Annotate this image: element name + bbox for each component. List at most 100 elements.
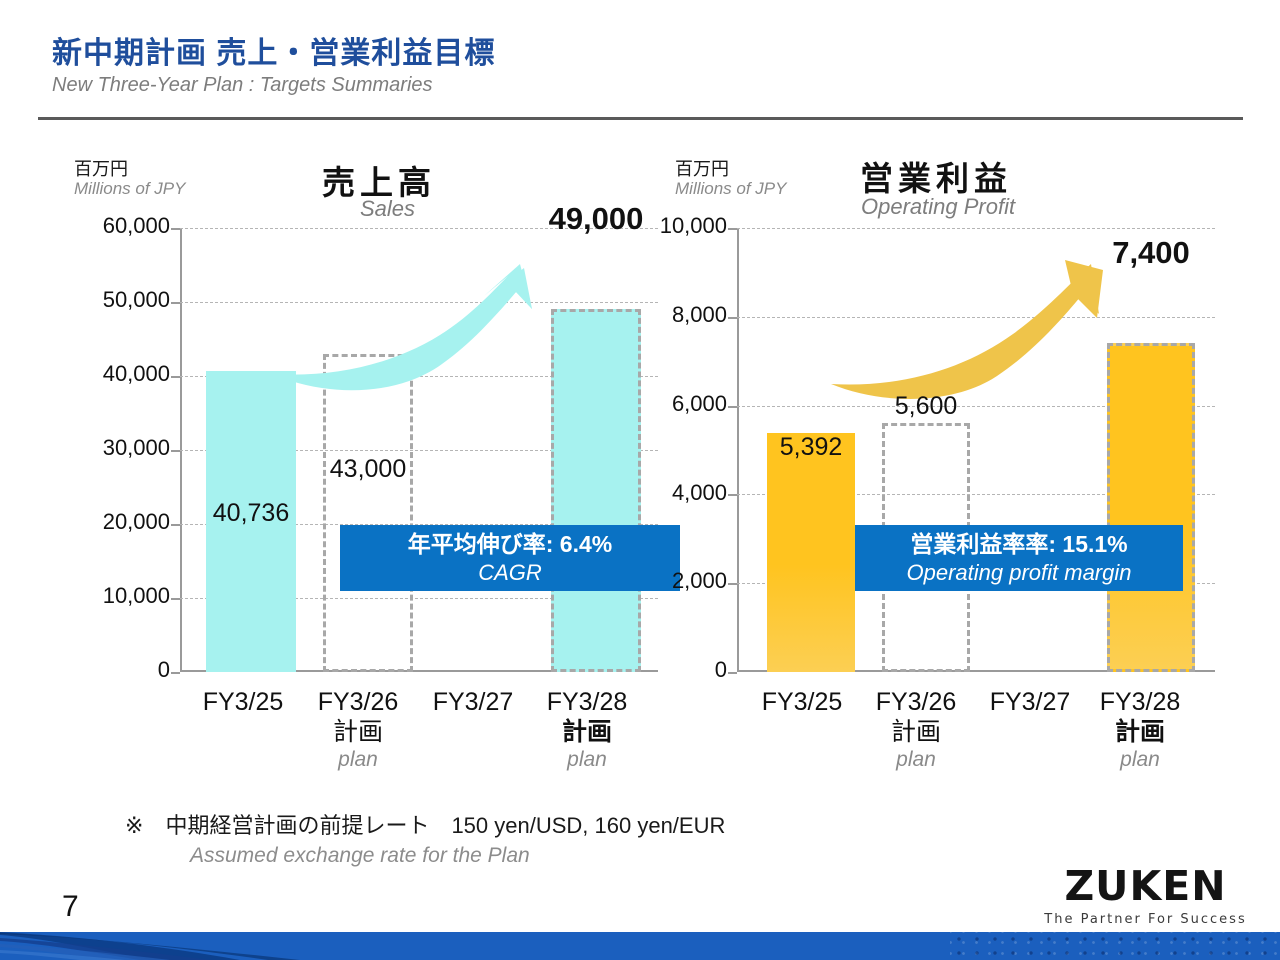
op-category-sub-ja: 計画 xyxy=(890,717,941,746)
sales-value-label-fy2028: 49,000 xyxy=(548,201,644,236)
op-tick xyxy=(728,405,737,408)
op-value-label-fy2025: 5,392 xyxy=(779,433,843,461)
op-tick xyxy=(728,228,737,230)
footnote-ja: 中期経営計画の前提レート 150 yen/USD, 160 yen/EUR xyxy=(165,813,726,838)
sales-ytick-label: 40,000 xyxy=(102,361,170,386)
op-category-fy-label: FY3/27 xyxy=(989,688,1071,716)
op-category-fy2028: FY3/28 計画 plan xyxy=(1075,688,1205,772)
sales-ytick-label: 20,000 xyxy=(102,509,170,534)
sales-category-fy2025: FY3/25 xyxy=(178,688,308,717)
op-value-label-fy2026: 5,600 xyxy=(894,392,958,420)
sales-category-fy-label: FY3/27 xyxy=(432,688,514,716)
sales-category-fy-label: FY3/25 xyxy=(202,688,284,716)
sales-x-axis xyxy=(180,670,658,672)
sales-bar-fy2025[interactable] xyxy=(206,371,296,672)
footer-dot-pattern xyxy=(950,932,1280,960)
sales-cagr-callout: 年平均伸び率: 6.4% CAGR xyxy=(340,525,680,591)
page-number: 7 xyxy=(62,890,79,923)
sales-cagr-text-ja: 年平均伸び率: 6.4% xyxy=(407,530,613,557)
op-tick xyxy=(728,672,737,674)
chart-panel-sales: 百万円 Millions of JPY 売上高 Sales 60,000 50,… xyxy=(60,150,680,790)
logo-tagline: The Partner For Success xyxy=(1044,912,1247,927)
sales-category-sub-en: plan xyxy=(567,747,607,771)
sales-tick xyxy=(171,598,180,600)
sales-gridline xyxy=(180,450,658,451)
op-unit-ja: 百万円 xyxy=(675,159,729,179)
zuken-logo: ZUKEN The Partner For Success xyxy=(1038,862,1253,928)
op-title-ja: 営業利益 xyxy=(860,160,1012,197)
sales-plot-area: 60,000 50,000 40,000 30,000 20,000 10,00… xyxy=(103,201,680,682)
footnote-en: Assumed exchange rate for the Plan xyxy=(190,844,530,867)
op-growth-arrow-icon xyxy=(831,260,1103,399)
op-ytick-label: 4,000 xyxy=(671,480,727,505)
sales-cagr-text-en: CAGR xyxy=(478,559,542,585)
op-unit-en: Millions of JPY xyxy=(675,179,787,198)
sales-bar-fy2028-plan[interactable] xyxy=(551,309,641,672)
sales-category-fy-label: FY3/26 xyxy=(317,688,399,716)
page-title-en: New Three-Year Plan : Targets Summaries xyxy=(52,74,433,96)
footnote: ※ 中期経営計画の前提レート 150 yen/USD, 160 yen/EUR A… xyxy=(125,808,725,868)
sales-ytick-label: 60,000 xyxy=(102,213,170,238)
op-title-en: Operating Profit xyxy=(861,194,1016,219)
op-y-axis xyxy=(737,228,739,672)
sales-category-fy2028: FY3/28 計画 plan xyxy=(522,688,652,772)
sales-category-fy2026: FY3/26 計画 plan xyxy=(293,688,423,772)
op-bar-fy2025[interactable] xyxy=(767,433,855,672)
op-category-sub-en: plan xyxy=(1120,747,1160,771)
logo-wordmark: ZUKEN xyxy=(1064,862,1227,910)
sales-ytick-label: 0 xyxy=(157,657,170,682)
op-gridline xyxy=(737,494,1215,496)
sales-bar-fy2026-plan[interactable] xyxy=(323,354,413,672)
op-ytick-label: 10,000 xyxy=(659,213,727,238)
footnote-mark-icon: ※ xyxy=(125,813,144,838)
sales-growth-arrow-icon xyxy=(272,264,532,391)
sales-category-fy2027: FY3/27 xyxy=(408,688,538,717)
op-margin-text-en: Operating profit margin xyxy=(906,559,1132,585)
sales-title-en: Sales xyxy=(360,196,416,221)
sales-category-sub-ja: 計画 xyxy=(561,717,612,746)
sales-gridline xyxy=(180,598,658,599)
sales-ytick-label: 30,000 xyxy=(102,435,170,460)
op-tick xyxy=(728,316,737,319)
op-margin-text-ja: 営業利益率率: 15.1% xyxy=(910,530,1128,557)
op-category-sub-en: plan xyxy=(896,747,936,771)
sales-gridline xyxy=(180,302,658,303)
op-bar-fy2028-plan[interactable] xyxy=(1107,343,1195,672)
sales-tick xyxy=(171,228,180,230)
op-gridline xyxy=(737,228,1215,229)
sales-title-ja: 売上高 xyxy=(322,164,436,201)
sales-category-sub-en: plan xyxy=(338,747,378,771)
op-ytick-label: 0 xyxy=(714,657,727,682)
chart-panel-operating-profit: 百万円 Millions of JPY 営業利益 Operating Profi… xyxy=(655,150,1245,790)
sales-tick xyxy=(171,524,180,526)
op-category-fy2026: FY3/26 計画 plan xyxy=(851,688,981,772)
sales-tick xyxy=(171,450,180,452)
sales-ytick-label: 10,000 xyxy=(102,583,170,608)
op-gridline xyxy=(737,316,1215,318)
sales-ytick-label: 50,000 xyxy=(102,287,170,312)
sales-tick xyxy=(171,672,180,674)
sales-gridline xyxy=(180,524,658,525)
sales-unit-ja: 百万円 xyxy=(74,159,128,179)
footnote-ja-row: ※ 中期経営計画の前提レート 150 yen/USD, 160 yen/EUR xyxy=(125,808,725,840)
op-plot-area: 10,000 8,000 6,000 4,000 2,000 0 xyxy=(660,213,1215,682)
op-tick xyxy=(728,494,737,497)
op-tick xyxy=(728,583,737,586)
sales-category-sub-ja: 計画 xyxy=(332,717,383,746)
op-category-fy-label: FY3/28 xyxy=(1099,688,1181,716)
op-category-fy-label: FY3/25 xyxy=(761,688,843,716)
op-category-fy-label: FY3/26 xyxy=(875,688,957,716)
sales-tick xyxy=(171,376,180,378)
op-category-fy2025: FY3/25 xyxy=(737,688,867,717)
op-category-fy2027: FY3/27 xyxy=(965,688,1095,717)
header-divider xyxy=(38,117,1243,120)
op-ytick-label: 8,000 xyxy=(671,302,727,327)
op-margin-callout: 営業利益率率: 15.1% Operating profit margin xyxy=(855,525,1183,591)
sales-unit-en: Millions of JPY xyxy=(74,179,186,198)
op-ytick-label: 2,000 xyxy=(671,568,727,593)
footer-swirl-decoration xyxy=(0,932,340,960)
sales-category-fy-label: FY3/28 xyxy=(546,688,628,716)
sales-tick xyxy=(171,302,180,304)
op-gridline xyxy=(737,405,1215,407)
sales-gridline xyxy=(180,228,658,229)
